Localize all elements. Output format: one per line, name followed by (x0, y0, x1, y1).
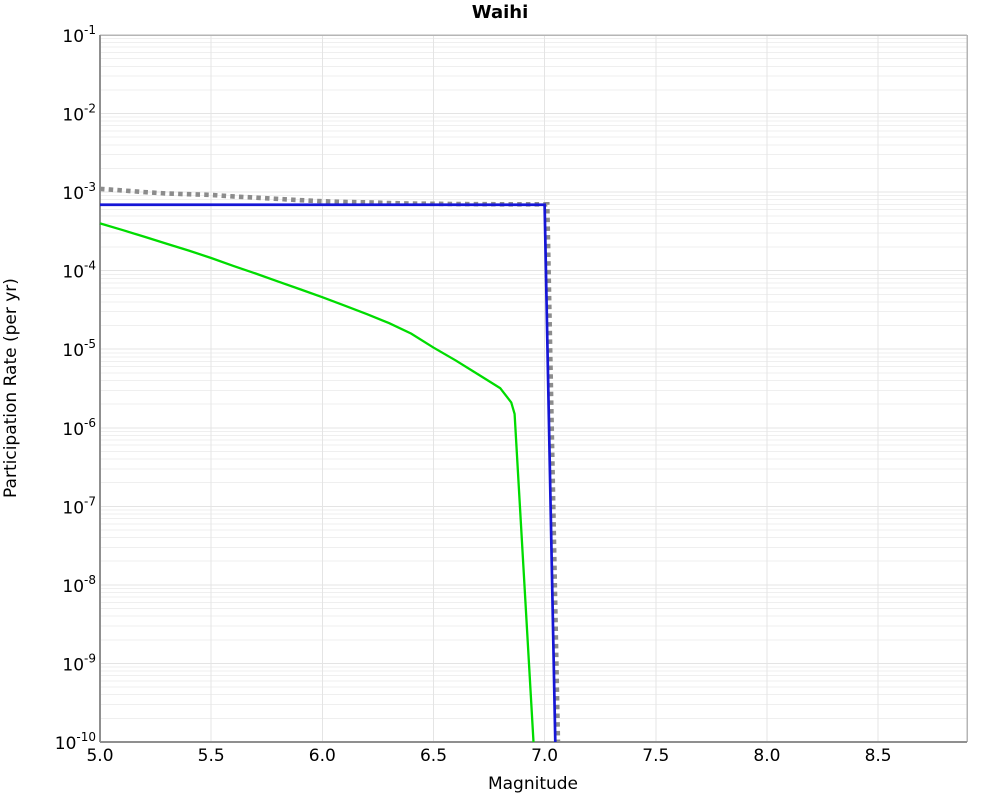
blue-solid-curve (100, 203, 557, 743)
x-tick-label: 5.5 (198, 746, 225, 766)
x-tick-label: 5.0 (86, 746, 113, 766)
y-axis-label: Participation Rate (per yr) (1, 278, 21, 498)
green-solid-curve (99, 222, 535, 743)
x-tick-label: 6.5 (420, 746, 447, 766)
x-tick-label: 7.5 (642, 746, 669, 766)
y-tick-label: 10-6 (62, 416, 96, 440)
grid-major-vertical (210, 35, 879, 742)
y-tick-label: 10-5 (62, 337, 96, 361)
x-tick-label: 7.0 (531, 746, 558, 766)
y-tick-label: 10-4 (62, 259, 96, 283)
x-tick-labels: 5.0 5.5 6.0 6.5 7.0 7.5 8.0 8.5 (86, 746, 891, 766)
x-tick-label: 8.5 (865, 746, 892, 766)
y-tick-labels: 10-110-210-310-410-510-610-710-810-910-1… (55, 23, 96, 754)
grid-major-horizontal (100, 113, 967, 664)
y-tick-label: 10-2 (62, 102, 96, 126)
grid-minor-horizontal (100, 38, 967, 719)
x-tick-label: 6.0 (309, 746, 336, 766)
y-tick-label: 10-1 (62, 23, 96, 47)
y-tick-label: 10-3 (62, 180, 96, 204)
chart-title: Waihi (472, 2, 529, 23)
axes-spines (99, 34, 968, 743)
y-tick-label: 10-7 (62, 494, 96, 518)
gray-dotted-curve (99, 186, 561, 743)
y-tick-label: 10-8 (62, 573, 96, 597)
y-tick-label: 10-9 (62, 651, 96, 675)
plot-area: 5.0 5.5 6.0 6.5 7.0 7.5 8.0 8.5 10-1 10-2 10-3 10-4… (55, 23, 968, 766)
x-axis-label: Magnitude (488, 774, 578, 794)
x-tick-label: 8.0 (753, 746, 780, 766)
